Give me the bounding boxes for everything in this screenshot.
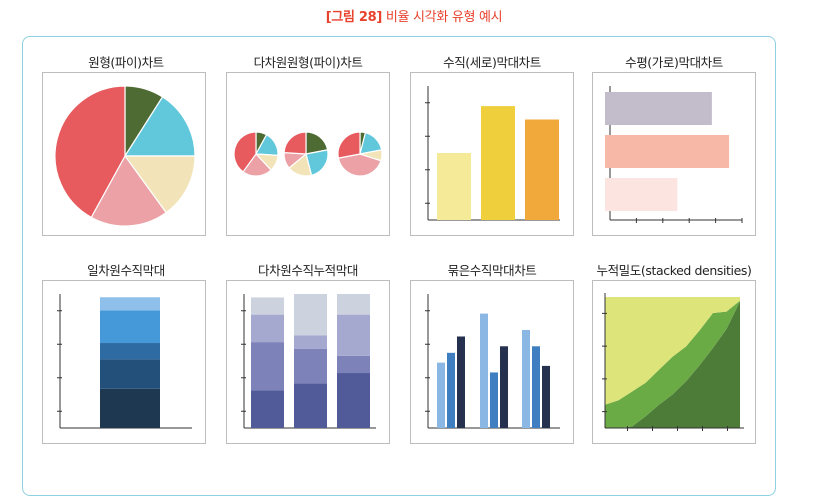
chart-title-multi-stacked: 다차원수직누적막대	[258, 263, 358, 278]
bar	[605, 135, 730, 168]
bar-segment	[294, 348, 327, 384]
bar-segment	[251, 342, 284, 391]
chart-title-multi-pie: 다차원원형(파이)차트	[253, 55, 363, 70]
bar	[605, 178, 678, 211]
pie-slice	[233, 131, 257, 173]
density-area	[605, 300, 740, 428]
figure-caption: [그림 28] 비율 시각화 유형 예시	[0, 6, 828, 25]
chart-title-grouped-bar: 묶은수직막대차트	[447, 263, 537, 278]
caption-title: 비율 시각화 유형 예시	[385, 10, 503, 25]
bar-segment	[294, 383, 327, 428]
chart-title-stacked-density: 누적밀도(stacked densities)	[596, 263, 752, 278]
pie-slice	[123, 96, 196, 157]
bar-segment	[100, 297, 160, 311]
bar-segment	[337, 355, 370, 374]
density-area	[605, 301, 740, 428]
bar-segment	[337, 314, 370, 356]
bar-segment	[251, 314, 284, 343]
caption-prefix: [그림 28]	[325, 10, 383, 25]
chart-stacked-density	[592, 280, 756, 444]
pie-slice	[305, 149, 329, 177]
bar	[490, 372, 498, 428]
chart-vertical-bar	[410, 72, 574, 236]
bar	[480, 313, 488, 428]
bar	[500, 346, 508, 428]
bar	[447, 352, 455, 428]
chart-title-single-stacked: 일차원수직막대	[87, 263, 165, 278]
pie-slice	[54, 85, 126, 219]
bar	[542, 365, 550, 428]
bar-segment	[294, 294, 327, 336]
pie-slice	[337, 153, 382, 177]
chart-pie	[42, 72, 206, 236]
chart-title-vertical-bar: 수직(세로)막대차트	[443, 55, 541, 70]
density-area	[605, 297, 740, 405]
bar-segment	[100, 359, 160, 389]
bar	[525, 119, 559, 220]
chart-title-pie: 원형(파이)차트	[88, 55, 164, 70]
bar	[605, 92, 712, 125]
bar	[481, 106, 515, 220]
bar	[457, 336, 465, 428]
pie-slice	[123, 155, 196, 214]
bar-segment	[100, 310, 160, 344]
chart-grouped-bar	[410, 280, 574, 444]
bar	[522, 329, 530, 428]
bar-segment	[100, 343, 160, 360]
chart-horizontal-bar	[592, 72, 756, 236]
bar	[437, 362, 445, 428]
chart-multi-stacked	[226, 280, 390, 444]
bar	[437, 153, 471, 220]
bar-segment	[100, 388, 160, 428]
chart-multi-pie	[226, 72, 390, 236]
bar-segment	[251, 390, 284, 428]
chart-single-stacked	[42, 280, 206, 444]
bar-segment	[251, 297, 284, 315]
bar-segment	[294, 335, 327, 349]
chart-title-horizontal-bar: 수평(가로)막대차트	[625, 55, 723, 70]
bar-segment	[337, 373, 370, 428]
bar	[532, 346, 540, 428]
pie-slice	[337, 131, 361, 159]
bar-segment	[337, 294, 370, 315]
pie-slice	[283, 131, 307, 155]
pie-slice	[90, 154, 167, 227]
